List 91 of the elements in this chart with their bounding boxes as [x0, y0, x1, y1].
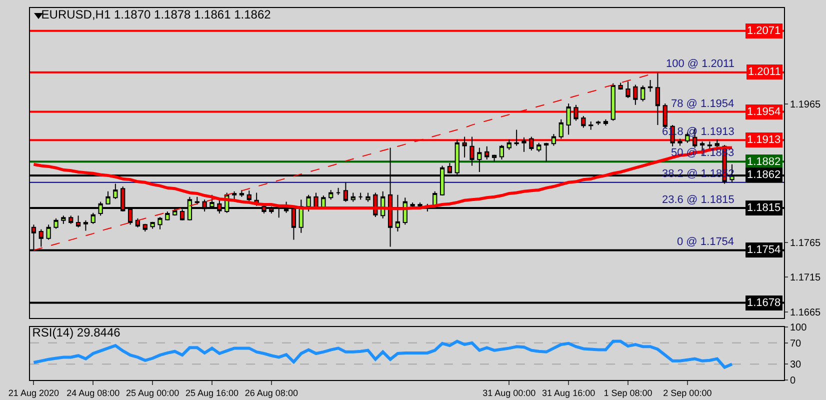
- y-tick-label: 1.1765: [790, 238, 822, 250]
- y-tick-label: 70: [790, 338, 802, 350]
- candlestick: [655, 72, 660, 126]
- annotation: 0 @ 1.1754: [677, 236, 734, 248]
- candlestick: [492, 154, 497, 162]
- candlestick: [68, 215, 74, 224]
- candlestick: [566, 102, 571, 136]
- candlestick: [662, 102, 668, 129]
- candlestick: [150, 221, 155, 230]
- candlestick: [410, 202, 415, 208]
- candlestick: [343, 182, 348, 202]
- annotation: 78 @ 1.1954: [671, 98, 734, 110]
- line-series: [32, 340, 734, 369]
- candlestick: [194, 196, 200, 206]
- candlestick: [618, 82, 623, 90]
- x-tick-label: 21 Aug 2020: [8, 388, 59, 398]
- y-tick-label: 30: [790, 360, 802, 371]
- x-tick-label: 31 Aug 16:00: [542, 388, 596, 398]
- y-tick-label: 100: [790, 322, 808, 334]
- ref-line-label: 1.1678: [747, 297, 781, 309]
- x-tick-label: 31 Aug 00:00: [482, 388, 536, 398]
- candlestick: [165, 210, 170, 221]
- candlestick: [588, 120, 594, 130]
- candlestick: [640, 85, 646, 102]
- candlestick: [83, 220, 88, 232]
- x-tick-label: 26 Aug 08:00: [244, 388, 298, 398]
- ref-line-label: 1.1754: [747, 244, 781, 256]
- candlestick: [328, 189, 334, 200]
- candlestick: [477, 147, 482, 172]
- candlestick: [358, 192, 363, 200]
- candlestick: [626, 80, 630, 98]
- annotation: 100 @ 1.2011: [666, 58, 734, 70]
- annotation: 23.6 @ 1.1815: [662, 194, 734, 206]
- candlestick: [610, 82, 616, 122]
- candlestick: [232, 190, 237, 200]
- ref-line-label: 1.2071: [747, 25, 781, 37]
- x-tick-label: 2 Sep 00:00: [663, 388, 712, 398]
- candlestick: [551, 133, 556, 146]
- y-tick-label: 0: [790, 376, 796, 386]
- candlestick: [462, 136, 467, 158]
- ref-line-label: 1.1913: [747, 134, 781, 146]
- candlestick: [633, 84, 638, 106]
- candlestick: [395, 194, 400, 232]
- candlestick: [648, 79, 653, 92]
- candlestick: [603, 118, 608, 126]
- candlestick: [366, 192, 370, 202]
- candlestick: [506, 138, 512, 150]
- candlestick: [113, 183, 118, 200]
- chart-title: RSI(14) 29.8446: [32, 325, 121, 340]
- candlestick: [536, 142, 542, 152]
- candlestick: [239, 189, 244, 198]
- chart-title: EURUSD,H1 1.1870 1.1878 1.1861 1.1862: [41, 7, 272, 22]
- candlestick: [574, 104, 578, 122]
- candlestick: [158, 216, 162, 230]
- candlestick: [707, 141, 712, 149]
- candlestick: [246, 190, 252, 202]
- ref-line-label: 1.1862: [747, 169, 781, 181]
- x-tick-label: 1 Sep 08:00: [604, 388, 652, 398]
- candlestick: [38, 228, 44, 248]
- x-tick-label: 25 Aug 00:00: [126, 388, 180, 398]
- candlestick: [61, 215, 66, 224]
- candlestick: [529, 136, 534, 152]
- candlestick: [522, 136, 526, 152]
- y-tick-label: 1.1665: [790, 307, 822, 318]
- ref-line-label: 1.2011: [748, 66, 781, 78]
- candlestick: [306, 194, 311, 212]
- candlestick: [135, 218, 140, 228]
- candlestick: [336, 187, 341, 196]
- ref-line-label: 1.1954: [747, 106, 781, 118]
- candlestick: [581, 115, 586, 128]
- x-tick-label: 24 Aug 08:00: [66, 388, 120, 398]
- ref-line-label: 1.1815: [747, 202, 781, 214]
- candlestick: [499, 144, 504, 160]
- candlestick: [90, 212, 96, 224]
- ref-line-label: 1.1882: [747, 156, 781, 168]
- y-tick-label: 1.1965: [790, 100, 822, 111]
- candlestick: [544, 142, 549, 162]
- candlestick: [418, 202, 422, 208]
- y-tick-label: 1.1715: [790, 272, 822, 284]
- candlestick: [678, 138, 682, 146]
- candlestick: [46, 224, 51, 240]
- candlestick: [470, 136, 474, 166]
- candlestick: [54, 218, 58, 230]
- candlestick: [76, 215, 81, 228]
- candlestick: [350, 192, 356, 202]
- candlestick: [514, 129, 519, 146]
- candlestick: [106, 190, 110, 206]
- candlestick: [558, 118, 564, 140]
- x-tick-label: 25 Aug 16:00: [185, 388, 239, 398]
- candlestick: [484, 146, 490, 160]
- candlestick: [142, 223, 148, 232]
